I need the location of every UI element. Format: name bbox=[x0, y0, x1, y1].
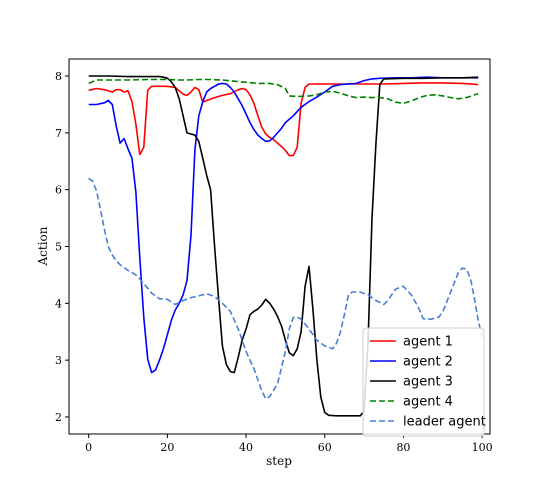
y-tick-label: 3 bbox=[55, 354, 62, 367]
y-tick-label: 7 bbox=[55, 127, 62, 140]
y-tick-label: 2 bbox=[55, 411, 62, 424]
legend-label: agent 2 bbox=[403, 355, 453, 370]
legend: agent 1 agent 2 agent 3 agent 4 leader agent bbox=[362, 327, 486, 437]
y-tick-label: 5 bbox=[55, 241, 62, 254]
legend-label: leader agent bbox=[403, 415, 486, 430]
x-tick-label: 80 bbox=[396, 441, 410, 454]
x-axis: 0 20 40 60 80 100 bbox=[85, 434, 493, 454]
legend-box bbox=[362, 327, 485, 437]
x-tick-label: 20 bbox=[160, 441, 174, 454]
x-axis-title: step bbox=[266, 454, 292, 468]
series-line-agent-2 bbox=[88, 76, 479, 374]
series-line-agent-1 bbox=[88, 82, 479, 157]
x-tick-label: 100 bbox=[472, 441, 493, 454]
legend-label: agent 1 bbox=[403, 335, 453, 350]
y-axis: 2 3 4 5 6 7 8 bbox=[55, 70, 69, 424]
series-line-leader-agent bbox=[88, 177, 483, 400]
x-tick-label: 40 bbox=[239, 441, 253, 454]
x-tick-label: 0 bbox=[85, 441, 92, 454]
legend-label: agent 3 bbox=[403, 375, 453, 390]
y-tick-label: 6 bbox=[55, 184, 62, 197]
y-tick-label: 4 bbox=[55, 297, 62, 310]
legend-label: agent 4 bbox=[403, 395, 453, 410]
y-axis-title: Action bbox=[36, 226, 50, 266]
y-tick-label: 8 bbox=[55, 70, 62, 83]
x-tick-label: 60 bbox=[318, 441, 332, 454]
series-line-agent-4 bbox=[88, 78, 479, 105]
